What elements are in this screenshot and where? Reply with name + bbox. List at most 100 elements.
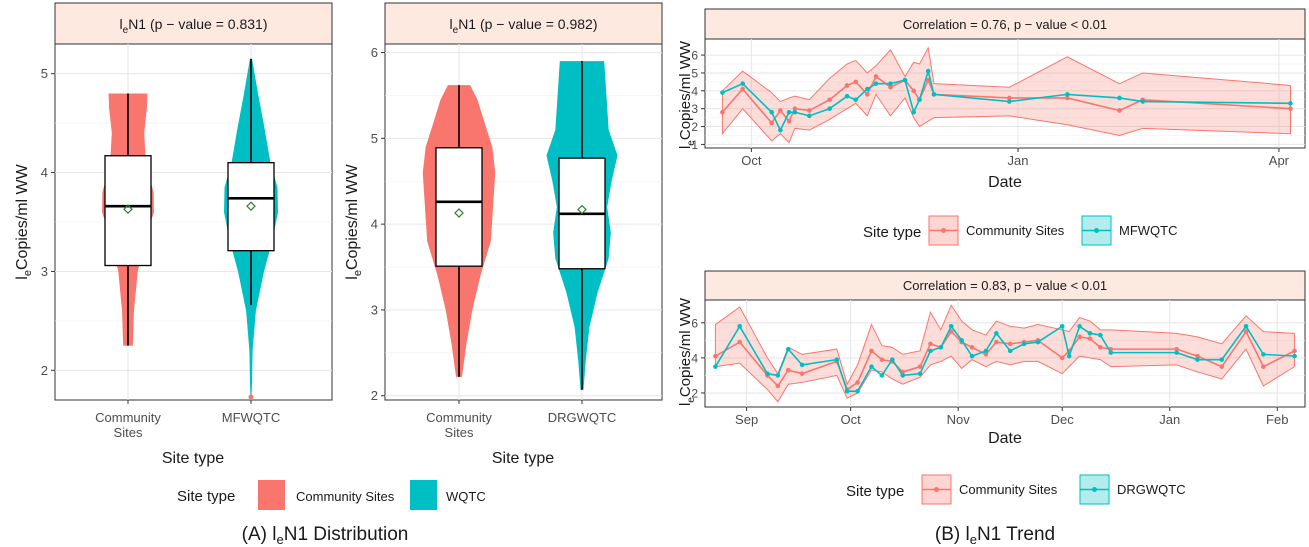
legend-b-top: Site type Community Sites MFWQTC bbox=[863, 215, 1177, 246]
data-point bbox=[853, 79, 859, 85]
y-tick-label: 6 bbox=[371, 45, 378, 60]
x-axis-label: Site type bbox=[492, 450, 554, 467]
data-point bbox=[1077, 324, 1082, 329]
strip-background bbox=[54, 2, 333, 45]
gridlines bbox=[701, 39, 1305, 152]
data-point bbox=[1007, 99, 1012, 104]
legend-key-community-dot bbox=[941, 228, 946, 233]
data-point bbox=[928, 341, 933, 347]
y-tick-labels: 2 3 4 5 bbox=[41, 66, 48, 378]
data-point bbox=[869, 364, 874, 369]
x-tick-label: Sites bbox=[445, 425, 474, 440]
legend-item-community: Community Sites bbox=[296, 489, 395, 504]
box bbox=[227, 162, 275, 252]
y-tick-label: 6 bbox=[691, 49, 698, 63]
data-point bbox=[844, 83, 850, 88]
x-tick-label: Feb bbox=[1266, 412, 1288, 427]
legend-title: Site type bbox=[863, 224, 921, 241]
data-point bbox=[1035, 339, 1041, 345]
strip-label: Correlation = 0.76, p − value < 0.01 bbox=[903, 17, 1107, 32]
legend-key-community-dot bbox=[934, 487, 939, 492]
data-point bbox=[827, 97, 832, 103]
panel-b-bottom: Correlation = 0.83, p − value < 0.01 2 4 6… bbox=[677, 270, 1306, 447]
data-point bbox=[879, 357, 885, 362]
y-tick-labels: 2 4 6 bbox=[691, 316, 698, 400]
y-axis-label: leCopies/ml WW bbox=[677, 40, 697, 149]
data-point bbox=[1288, 101, 1293, 106]
legend-item-mfwqtc: MFWQTC bbox=[1119, 223, 1177, 238]
x-tick-label: Nov bbox=[947, 412, 971, 427]
x-tick-label: DRGWQTC bbox=[548, 410, 617, 425]
data-point bbox=[1117, 95, 1122, 101]
data-point bbox=[873, 74, 879, 79]
outlier-point bbox=[248, 394, 254, 400]
box bbox=[435, 147, 483, 267]
y-tick-label: 4 bbox=[41, 165, 48, 180]
data-point bbox=[769, 109, 774, 115]
strip-background bbox=[384, 2, 663, 45]
data-point bbox=[1292, 353, 1297, 359]
data-point bbox=[1140, 99, 1145, 104]
data-point bbox=[1007, 341, 1013, 347]
data-point bbox=[720, 90, 725, 95]
legend-key-community bbox=[258, 480, 285, 510]
x-axis-label: Site type bbox=[162, 450, 224, 467]
x-tick-label: Community bbox=[95, 410, 161, 425]
legend-key-drgwqtc-dot bbox=[1092, 487, 1097, 492]
data-point bbox=[911, 88, 916, 94]
data-point bbox=[1243, 324, 1249, 329]
data-point bbox=[902, 77, 908, 83]
trend-marks bbox=[720, 46, 1293, 144]
x-tick-label: Sep bbox=[735, 412, 758, 427]
data-point bbox=[889, 357, 895, 362]
data-point bbox=[737, 324, 742, 329]
y-tick-label: 4 bbox=[691, 84, 698, 98]
legend-title: Site type bbox=[846, 483, 904, 500]
strip-background bbox=[704, 8, 1306, 40]
caption-b: (B) leN1 Trend bbox=[935, 524, 1055, 547]
data-point bbox=[873, 81, 879, 86]
legend-item-drgwqtc: DRGWQTC bbox=[1117, 482, 1186, 497]
data-point bbox=[855, 388, 860, 394]
data-point bbox=[1174, 346, 1179, 352]
x-tick-label: Sites bbox=[114, 425, 143, 440]
y-tick-label: 6 bbox=[691, 316, 698, 330]
data-point bbox=[917, 364, 923, 369]
data-point bbox=[1077, 334, 1082, 340]
y-tick-label: 2 bbox=[691, 386, 698, 400]
legend-item-community: Community Sites bbox=[966, 223, 1065, 238]
data-point bbox=[769, 120, 774, 126]
data-point bbox=[948, 324, 954, 329]
data-point bbox=[775, 373, 781, 378]
data-point bbox=[1243, 329, 1249, 334]
data-point bbox=[807, 113, 812, 119]
y-tick-labels: 1 2 3 4 5 6 bbox=[691, 49, 698, 152]
data-point bbox=[792, 106, 798, 111]
data-point bbox=[1021, 341, 1027, 347]
y-tick-label: 1 bbox=[691, 138, 698, 152]
data-point bbox=[983, 348, 989, 354]
data-point bbox=[1261, 352, 1266, 357]
legend-key-wqtc bbox=[410, 480, 437, 510]
data-point bbox=[994, 339, 999, 345]
caption-a: (A) leN1 Distribution bbox=[242, 524, 409, 547]
x-tick-label: Jan bbox=[1008, 153, 1029, 168]
series-line bbox=[715, 330, 1295, 391]
x-tick-labels: Sep Oct Nov Dec Jan Feb bbox=[735, 412, 1288, 427]
data-point bbox=[917, 371, 923, 376]
y-tick-label: 4 bbox=[691, 351, 698, 365]
y-tick-label: 3 bbox=[371, 302, 378, 317]
x-tick-label: Jan bbox=[1159, 412, 1180, 427]
data-point bbox=[765, 371, 770, 376]
data-point bbox=[713, 364, 718, 369]
strip-label: Correlation = 0.83, p − value < 0.01 bbox=[903, 278, 1107, 293]
x-axis-label: Date bbox=[988, 174, 1022, 191]
data-point bbox=[775, 383, 781, 389]
data-point bbox=[1059, 355, 1065, 361]
data-point bbox=[844, 93, 850, 99]
data-point bbox=[925, 68, 931, 74]
data-point bbox=[827, 106, 832, 111]
data-point bbox=[785, 346, 791, 352]
data-point bbox=[1098, 332, 1103, 338]
